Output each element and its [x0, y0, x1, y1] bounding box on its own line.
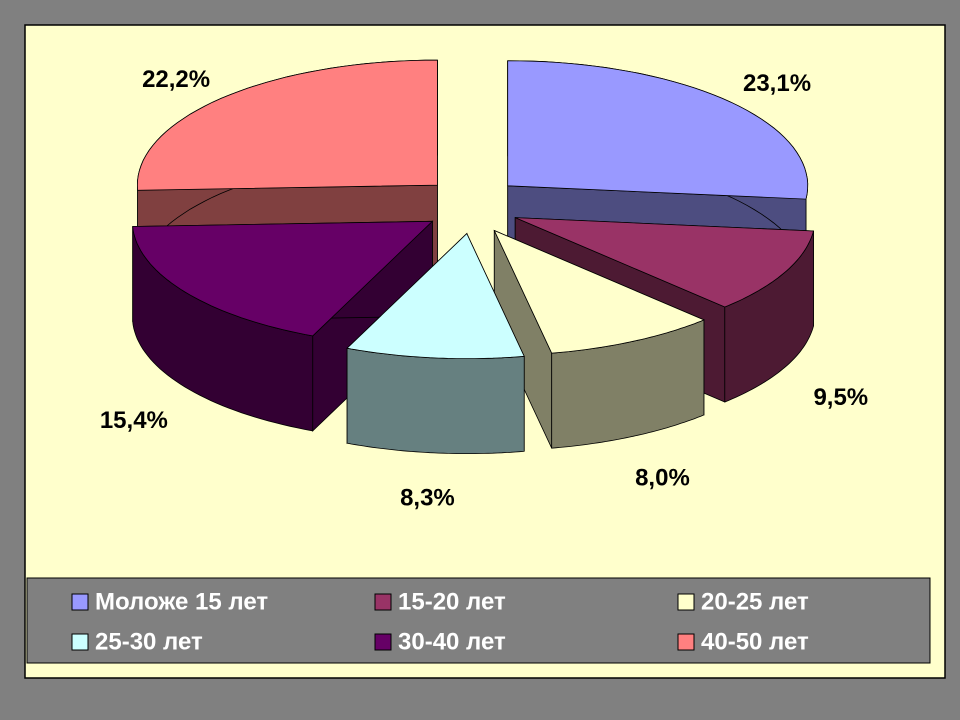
legend-box [26, 577, 931, 664]
legend-label: 30-40 лет [398, 628, 506, 655]
legend-swatch [374, 633, 392, 651]
legend-label: 25-30 лет [95, 628, 203, 655]
pie: 22,2% 23,1% 9,5% 15,4% 8,0% 8,3% [100, 59, 868, 511]
slice [515, 217, 815, 308]
legend-label: 40-50 лет [701, 628, 809, 655]
data-label: 22,2% [142, 66, 210, 93]
slice [507, 60, 809, 200]
legend-swatch [71, 633, 89, 651]
legend-swatch [374, 593, 392, 611]
slice [493, 229, 705, 354]
legend-label: 20-25 лет [701, 588, 809, 615]
data-label: 8,3% [400, 484, 455, 511]
legend-swatch [71, 593, 89, 611]
data-label: 8,0% [635, 465, 690, 492]
slice-side [346, 347, 525, 455]
data-label: 9,5% [813, 384, 868, 411]
legend-swatch [677, 593, 695, 611]
legend-label: Моложе 15 лет [95, 588, 268, 615]
legend: Моложе 15 лет 15-20 лет 20-25 лет 25-30 лет… [71, 588, 809, 655]
data-label: 23,1% [743, 70, 811, 97]
data-label: 15,4% [100, 407, 168, 434]
slice [136, 59, 438, 191]
slice [132, 220, 434, 337]
slice [346, 232, 525, 360]
legend-label: 15-20 лет [398, 588, 506, 615]
legend-swatch [677, 633, 695, 651]
